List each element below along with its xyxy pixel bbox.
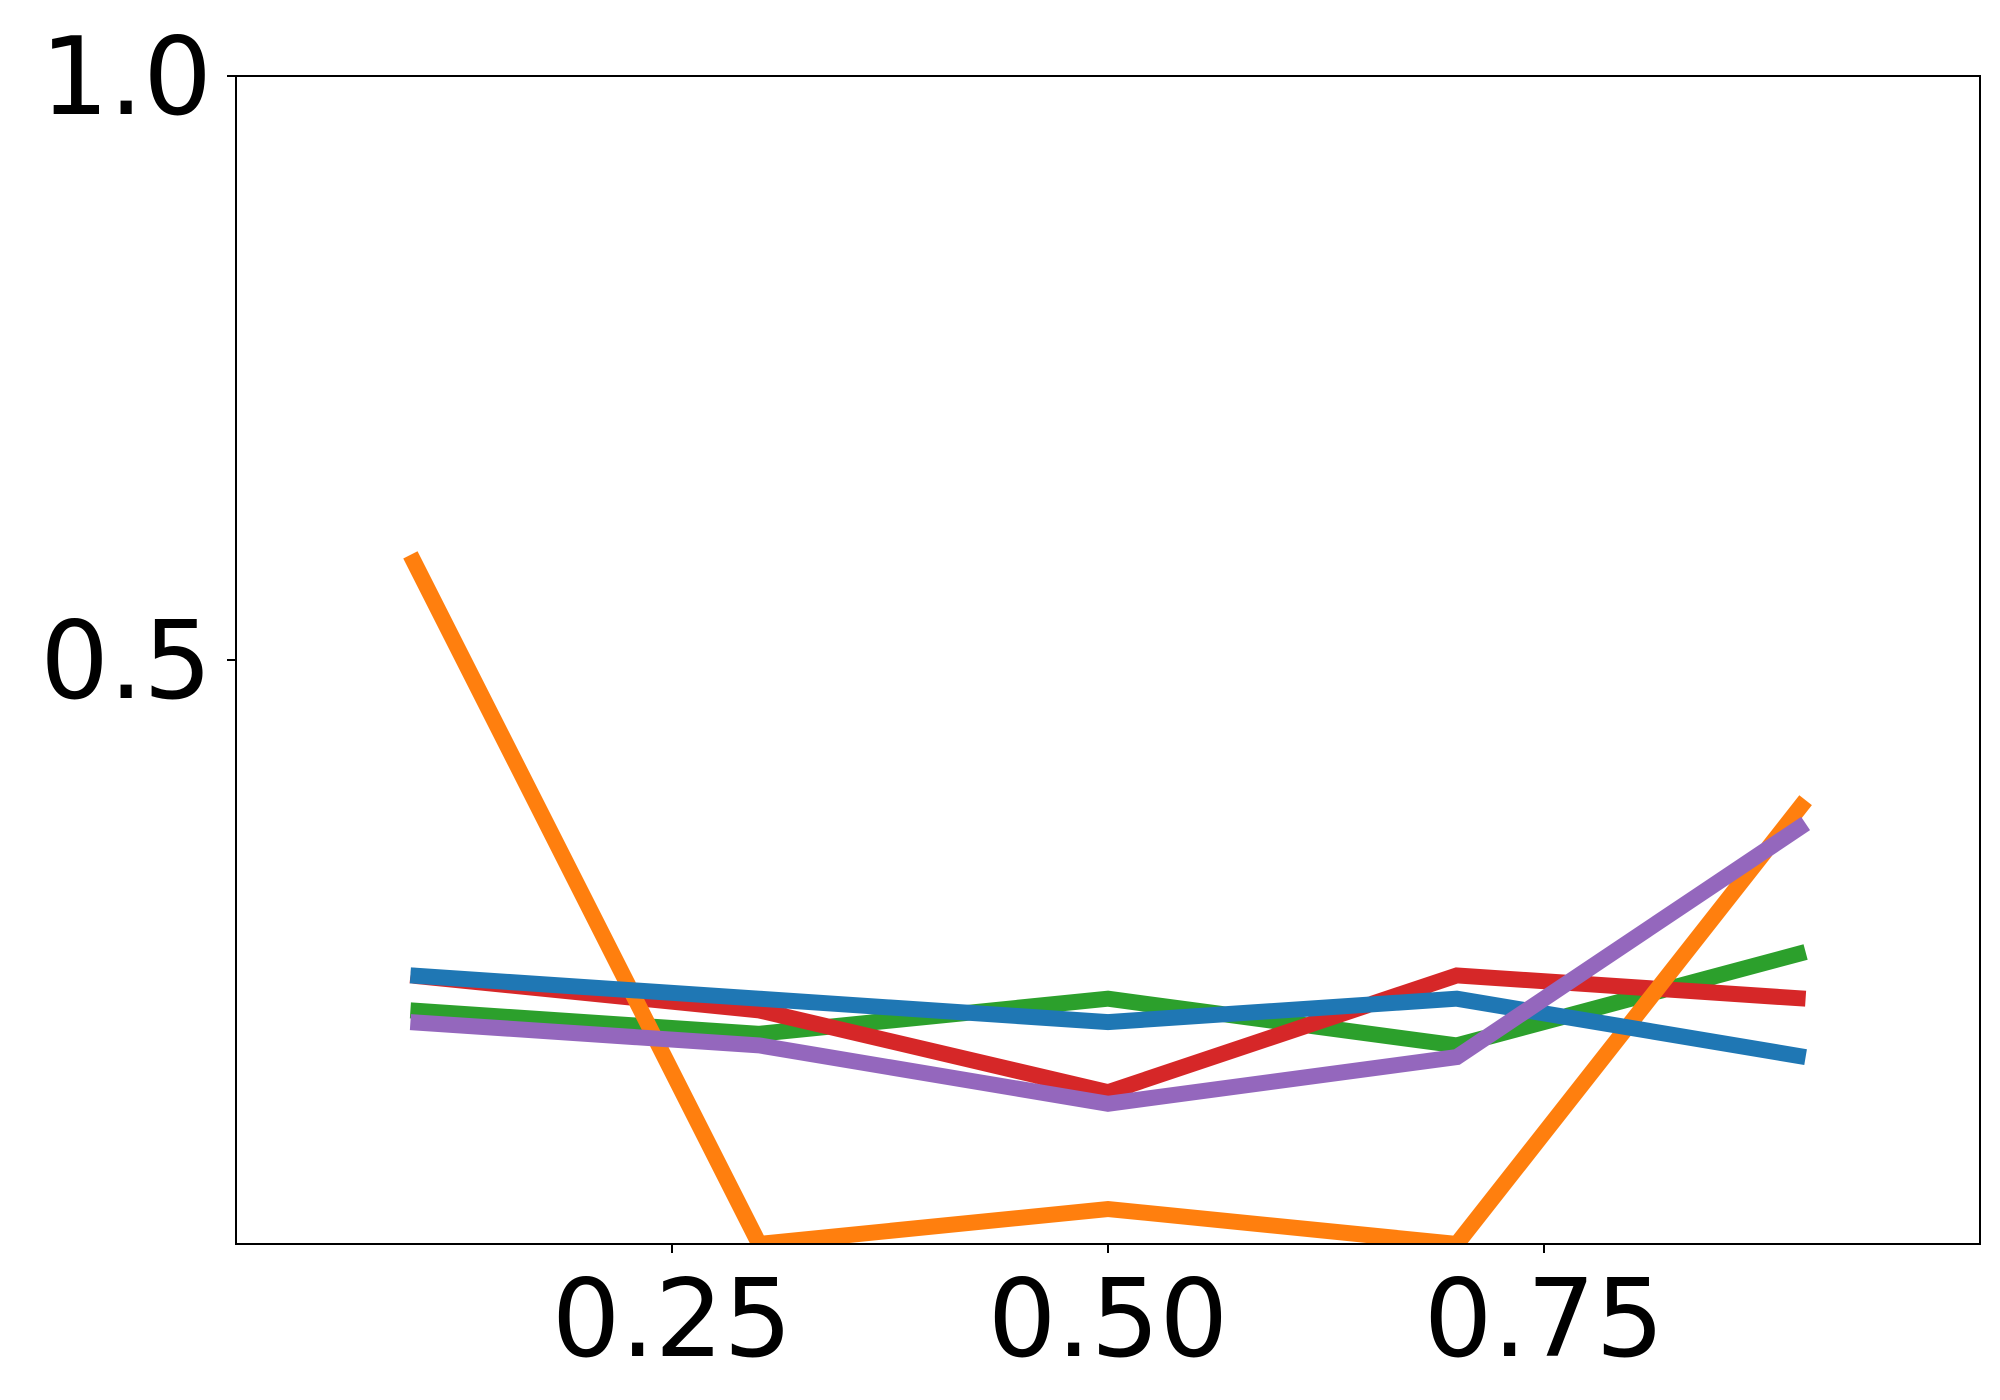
y-tick-label: 1.0 [40,15,212,140]
x-tick-label: 0.50 [988,1257,1228,1382]
series-line-4 [409,967,1807,1065]
y-axis: 0.5 1.0 [40,15,236,724]
plot-frame [235,75,1981,1245]
x-tick-label: 0.25 [552,1257,792,1382]
series-line-3 [403,551,1812,1244]
y-tick-label: 0.5 [40,599,212,724]
x-axis: 0.25 0.50 0.75 [552,1244,1664,1382]
series-line-5 [409,816,1811,1112]
x-tick-label: 0.75 [1424,1257,1664,1382]
series-layer [403,551,1812,1244]
